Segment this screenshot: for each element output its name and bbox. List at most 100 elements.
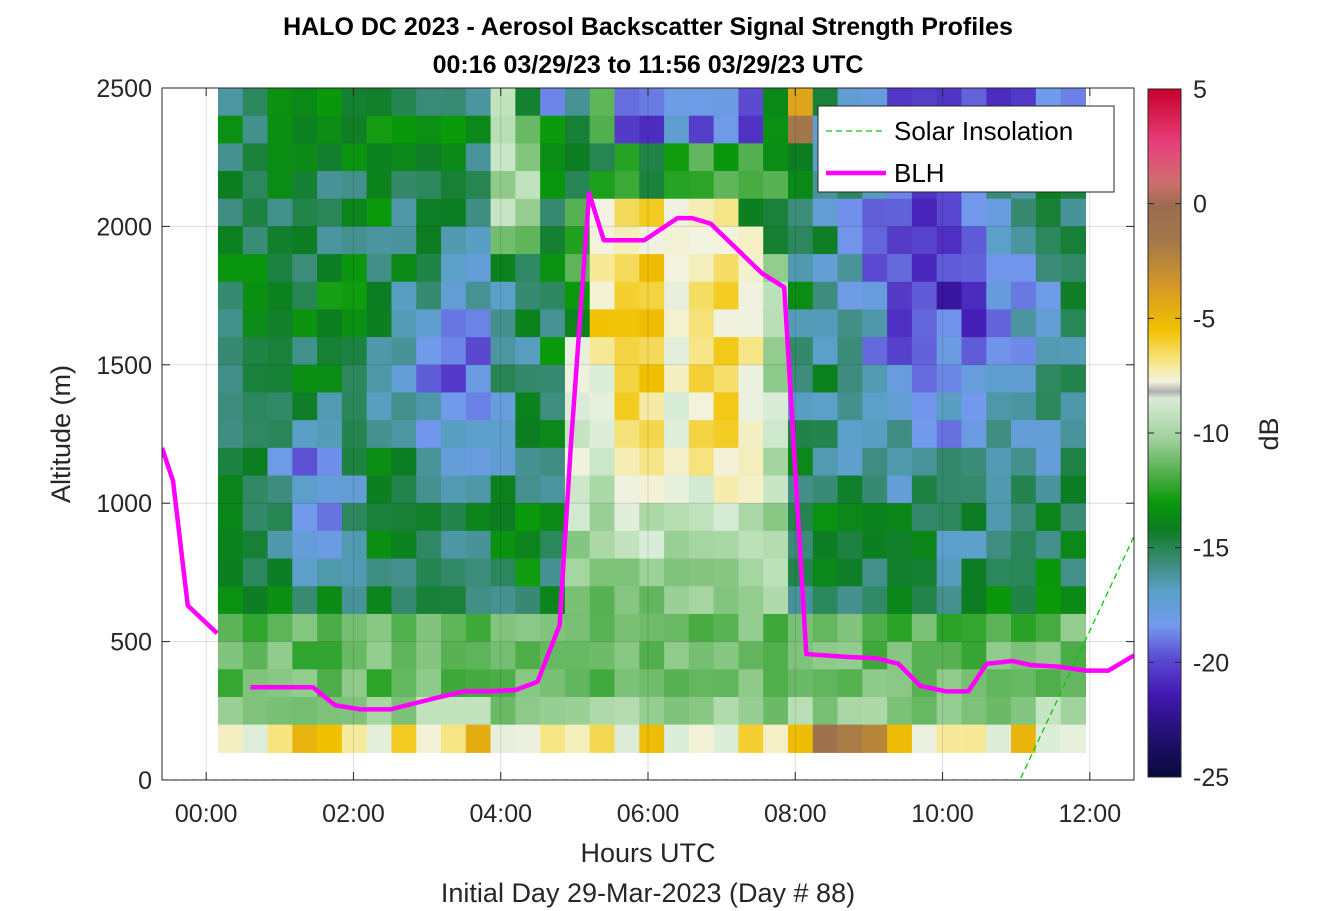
heatmap-cell xyxy=(862,696,888,726)
heatmap-cell xyxy=(887,226,913,255)
heatmap-cell xyxy=(961,198,987,227)
x-axis: 00:00 02:00 04:00 06:00 08:00 10:00 12:00 xyxy=(175,88,1121,828)
heatmap-cell xyxy=(540,337,566,366)
heatmap-cell xyxy=(317,226,343,255)
heatmap-cell xyxy=(961,447,987,477)
heatmap-cell xyxy=(416,337,442,366)
heatmap-cell xyxy=(837,530,863,560)
heatmap-cell xyxy=(341,447,368,477)
heatmap-cell xyxy=(936,364,963,394)
heatmap-cell xyxy=(540,309,566,338)
heatmap-cell xyxy=(1011,669,1037,698)
heatmap-cell xyxy=(242,475,269,504)
heatmap-cell xyxy=(713,586,740,615)
heatmap-cell xyxy=(515,254,541,283)
heatmap-cell xyxy=(515,115,541,144)
heatmap-cell xyxy=(614,641,640,670)
heatmap-cell xyxy=(911,281,938,311)
heatmap-cells xyxy=(217,88,1086,753)
heatmap-cell xyxy=(515,503,541,532)
heatmap-cell xyxy=(936,447,963,477)
heatmap-cell xyxy=(217,724,244,753)
heatmap-cell xyxy=(1035,281,1062,311)
heatmap-cell xyxy=(366,586,393,615)
heatmap-cell xyxy=(1035,309,1062,338)
y-tick-label: 2000 xyxy=(96,213,152,241)
heatmap-cell xyxy=(1060,475,1086,504)
y-tick-label: 1000 xyxy=(96,490,152,518)
heatmap-cell xyxy=(614,613,640,643)
heatmap-cell xyxy=(217,641,244,670)
heatmap-cell xyxy=(664,724,690,753)
heatmap-cell xyxy=(763,558,789,587)
heatmap-cell xyxy=(217,613,244,643)
heatmap-cell xyxy=(862,226,888,255)
heatmap-cell xyxy=(515,88,541,117)
heatmap-cell xyxy=(639,530,665,560)
heatmap-cell xyxy=(1011,447,1037,477)
heatmap-cell xyxy=(515,364,541,394)
heatmap-cell xyxy=(763,503,789,532)
heatmap-cell xyxy=(292,143,318,172)
heatmap-cell xyxy=(614,364,640,394)
heatmap-cell xyxy=(911,420,938,449)
heatmap-cell xyxy=(267,198,293,227)
heatmap-cell xyxy=(441,586,467,615)
heatmap-cell xyxy=(341,724,368,753)
heatmap-cell xyxy=(341,586,368,615)
heatmap-cell xyxy=(292,613,318,643)
heatmap-cell xyxy=(589,337,616,366)
heatmap-cell xyxy=(292,115,318,144)
colorbar-label: dB xyxy=(1254,417,1284,450)
heatmap-cell xyxy=(317,392,343,421)
heatmap-cell xyxy=(837,392,863,421)
heatmap-cell xyxy=(341,198,368,227)
heatmap-cell xyxy=(812,558,839,587)
heatmap-cell xyxy=(564,641,591,670)
heatmap-cell xyxy=(738,641,764,670)
heatmap-cell xyxy=(738,724,764,753)
heatmap-cell xyxy=(887,198,913,227)
heatmap-cell xyxy=(639,724,665,753)
heatmap-cell xyxy=(763,613,789,643)
heatmap-cell xyxy=(292,420,318,449)
colorbar-tick-label: -25 xyxy=(1193,764,1229,792)
heatmap-cell xyxy=(639,364,665,394)
heatmap-cell xyxy=(217,226,244,255)
heatmap-cell xyxy=(317,171,343,200)
heatmap-cell xyxy=(614,88,640,117)
heatmap-cell xyxy=(217,447,244,477)
heatmap-cell xyxy=(837,669,863,698)
heatmap-cell xyxy=(911,724,938,753)
heatmap-cell xyxy=(441,447,467,477)
heatmap-cell xyxy=(366,475,393,504)
heatmap-cell xyxy=(911,613,938,643)
heatmap-cell xyxy=(738,309,764,338)
heatmap-cell xyxy=(341,503,368,532)
heatmap-cell xyxy=(267,364,293,394)
heatmap-cell xyxy=(713,309,740,338)
heatmap-cell xyxy=(639,558,665,587)
heatmap-cell xyxy=(416,586,442,615)
heatmap-cell xyxy=(887,254,913,283)
heatmap-cell xyxy=(416,364,442,394)
heatmap-cell xyxy=(564,696,591,726)
heatmap-cell xyxy=(366,392,393,421)
heatmap-cell xyxy=(341,115,368,144)
heatmap-cell xyxy=(837,226,863,255)
heatmap-cell xyxy=(465,198,492,227)
heatmap-cell xyxy=(787,669,814,698)
heatmap-cell xyxy=(986,364,1012,394)
heatmap-cell xyxy=(366,115,393,144)
heatmap-cell xyxy=(812,724,839,753)
heatmap-cell xyxy=(292,558,318,587)
heatmap-cell xyxy=(540,281,566,311)
heatmap-cell xyxy=(341,171,368,200)
heatmap-cell xyxy=(763,447,789,477)
heatmap-cell xyxy=(391,392,417,421)
heatmap-cell xyxy=(738,143,764,172)
heatmap-cell xyxy=(391,420,417,449)
heatmap-cell xyxy=(391,475,417,504)
heatmap-cell xyxy=(787,254,814,283)
heatmap-cell xyxy=(614,669,640,698)
